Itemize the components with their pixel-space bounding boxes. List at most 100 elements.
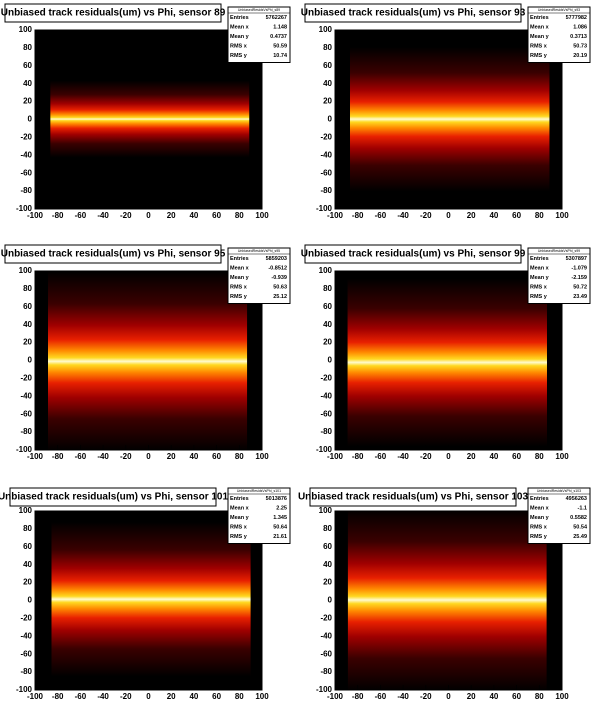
x-tick-label: -20 <box>120 452 132 461</box>
x-tick-label: 60 <box>512 211 521 220</box>
stats-box <box>527 247 591 304</box>
title-box <box>9 487 217 507</box>
stats-label: Entries <box>530 496 549 502</box>
x-tick-label: 0 <box>446 211 451 220</box>
stats-label: RMS x <box>530 285 548 291</box>
stats-value: 50.63 <box>273 285 287 291</box>
x-tick-label: -20 <box>420 692 432 701</box>
y-tick-label: 80 <box>23 284 32 293</box>
x-tick-label: -100 <box>327 692 344 701</box>
x-tick-label: 60 <box>212 692 221 701</box>
stats-label: Entries <box>230 256 249 262</box>
stats-value: 5013876 <box>266 496 287 502</box>
y-tick-label: 40 <box>323 320 332 329</box>
y-tick-label: -80 <box>20 427 32 436</box>
y-tick-label: 60 <box>23 302 32 311</box>
x-tick-label: -100 <box>27 452 44 461</box>
y-tick-label: -40 <box>20 150 32 159</box>
x-tick-label: 40 <box>189 211 198 220</box>
stats-value: 20.19 <box>573 53 587 59</box>
y-tick-label: -60 <box>20 409 32 418</box>
stats-value: 50.54 <box>573 525 588 531</box>
y-tick-label: -20 <box>20 133 32 142</box>
stats-value: 0.5582 <box>570 515 587 521</box>
density-band <box>48 271 248 450</box>
chart-title: Unbiased track residuals(um) vs Phi, sen… <box>301 8 526 19</box>
x-tick-label: 20 <box>167 452 176 461</box>
x-tick-label: -80 <box>352 692 364 701</box>
y-tick-label: 0 <box>328 115 333 124</box>
x-tick-label: 40 <box>489 211 498 220</box>
x-tick-label: 40 <box>489 692 498 701</box>
x-tick-label: 0 <box>146 211 151 220</box>
x-tick-label: 60 <box>512 692 521 701</box>
stats-box <box>227 6 291 63</box>
y-tick-label: -60 <box>20 168 32 177</box>
x-tick-label: -100 <box>327 211 344 220</box>
stats-label: RMS y <box>230 53 248 59</box>
stats-value: -1.079 <box>571 266 587 272</box>
stats-value: 1.345 <box>273 515 287 521</box>
stats-value: 25.49 <box>573 534 587 540</box>
y-tick-label: 20 <box>323 578 332 587</box>
stats-box <box>527 487 591 544</box>
stats-label: Mean y <box>230 275 250 281</box>
y-tick-label: 20 <box>323 338 332 347</box>
y-tick-label: -20 <box>20 614 32 623</box>
stats-value: 50.59 <box>273 44 287 50</box>
y-tick-label: 20 <box>23 97 32 106</box>
stats-value: 50.72 <box>573 285 587 291</box>
x-tick-label: 20 <box>467 211 476 220</box>
x-tick-label: -100 <box>27 211 44 220</box>
stats-name: UnbiasedResidsVsPhi_s101 <box>237 489 281 493</box>
y-tick-label: 100 <box>19 506 33 515</box>
stats-value: -0.8512 <box>268 266 287 272</box>
x-tick-label: -80 <box>52 452 64 461</box>
y-tick-label: -80 <box>320 427 332 436</box>
y-tick-label: -80 <box>20 667 32 676</box>
stats-label: Mean x <box>230 506 250 512</box>
x-tick-label: 100 <box>555 452 569 461</box>
stats-label: RMS x <box>230 525 248 531</box>
x-tick-label: 100 <box>555 211 569 220</box>
stats-label: Mean y <box>530 515 550 521</box>
x-tick-label: -60 <box>375 211 387 220</box>
stats-label: Entries <box>230 15 249 21</box>
y-tick-label: -40 <box>20 391 32 400</box>
chart-title: Unbiased track residuals(um) vs Phi, sen… <box>1 8 226 19</box>
stats-value: 0.4737 <box>270 34 287 40</box>
x-tick-label: 0 <box>446 452 451 461</box>
x-tick-label: 80 <box>235 211 244 220</box>
y-tick-label: -60 <box>320 649 332 658</box>
x-tick-label: -60 <box>375 452 387 461</box>
density-band <box>51 521 251 677</box>
stats-label: RMS y <box>230 534 248 540</box>
stats-value: 50.64 <box>273 525 288 531</box>
x-tick-label: 20 <box>167 692 176 701</box>
title-box <box>304 244 522 264</box>
x-tick-label: 20 <box>467 452 476 461</box>
stats-label: Mean y <box>530 275 550 281</box>
x-tick-label: 80 <box>535 452 544 461</box>
y-tick-label: 40 <box>23 79 32 88</box>
y-tick-label: 100 <box>319 266 333 275</box>
chart-title: Unbiased track residuals(um) vs Phi, sen… <box>301 249 526 260</box>
x-tick-label: 100 <box>255 452 269 461</box>
density-band <box>50 80 250 158</box>
y-tick-label: 80 <box>323 284 332 293</box>
x-tick-label: 80 <box>235 692 244 701</box>
y-tick-label: -100 <box>316 685 333 694</box>
stats-value: 23.49 <box>573 294 587 300</box>
y-tick-label: 0 <box>28 596 33 605</box>
stats-label: Mean x <box>530 25 550 31</box>
y-tick-label: -80 <box>320 186 332 195</box>
stats-label: Mean x <box>530 506 550 512</box>
panel: -100 -80 -60 -40 -20 0 20 40 60 80 100 -100 -80 -60 -4… <box>301 3 591 220</box>
stats-label: RMS x <box>530 525 548 531</box>
x-tick-label: 60 <box>212 452 221 461</box>
x-tick-label: -40 <box>97 211 109 220</box>
stats-label: RMS x <box>230 44 248 50</box>
x-tick-label: -20 <box>120 692 132 701</box>
stats-value: -2.159 <box>571 275 587 281</box>
y-tick-label: -100 <box>316 204 333 213</box>
